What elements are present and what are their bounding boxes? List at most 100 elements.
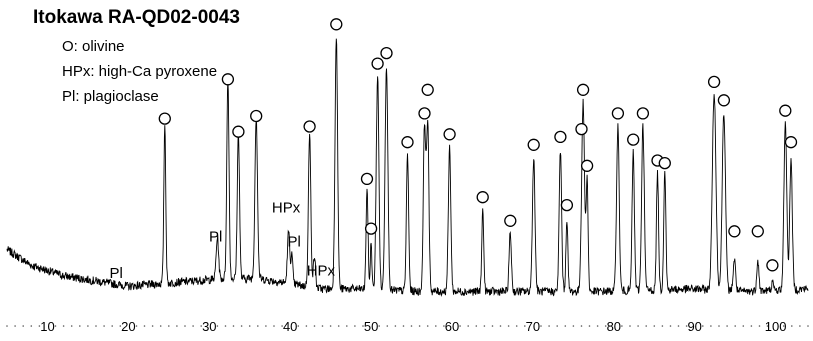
minor-tick — [337, 325, 340, 327]
x-tick-label: 30 — [202, 319, 216, 334]
olivine-peak-marker — [636, 107, 650, 120]
x-tick-label: 90 — [687, 319, 701, 334]
minor-tick — [184, 325, 186, 327]
minor-tick — [483, 325, 486, 327]
high-ca-pyroxene-peak-label: HPx — [272, 200, 301, 217]
minor-tick — [38, 325, 41, 327]
minor-tick — [758, 325, 761, 327]
minor-tick — [515, 325, 518, 327]
plagioclase-peak-label: Pl — [110, 265, 123, 282]
minor-tick — [507, 325, 510, 327]
olivine-peak-marker — [784, 136, 798, 149]
minor-tick — [750, 325, 753, 327]
minor-tick — [70, 325, 73, 327]
olivine-peak-marker — [527, 138, 540, 151]
minor-tick — [354, 325, 356, 327]
olivine-peak-marker — [360, 172, 374, 186]
minor-tick — [418, 325, 421, 327]
minor-tick — [556, 325, 558, 327]
minor-tick — [151, 325, 154, 327]
x-tick-label: 50 — [364, 319, 378, 334]
minor-tick — [645, 325, 647, 327]
minor-tick — [766, 325, 769, 327]
minor-tick — [111, 325, 113, 327]
minor-tick — [491, 325, 494, 327]
minor-tick — [799, 325, 801, 327]
olivine-peak-marker — [717, 94, 731, 107]
minor-tick — [224, 325, 227, 327]
minor-tick — [394, 325, 397, 327]
x-tick-label: 70 — [526, 319, 540, 334]
olivine-peak-marker — [576, 83, 590, 96]
minor-tick — [14, 325, 16, 327]
x-axis: 10 20 30 40 50 60 70 80 90 100 — [6, 319, 809, 334]
minor-tick — [402, 325, 405, 327]
minor-tick — [176, 325, 178, 327]
peak-annotations: Pl Pl HPx Pl HPx — [110, 18, 798, 282]
olivine-peak-marker — [728, 225, 741, 238]
minor-tick — [459, 325, 461, 327]
minor-tick — [410, 325, 413, 327]
olivine-peak-marker — [560, 198, 574, 212]
olivine-peak-marker — [401, 136, 414, 149]
high-ca-pyroxene-peak-label: HPx — [307, 263, 336, 280]
minor-tick — [87, 325, 89, 327]
minor-tick — [435, 325, 437, 327]
minor-tick — [580, 325, 583, 327]
olivine-peak-marker — [779, 104, 792, 117]
minor-tick — [596, 325, 599, 327]
olivine-peak-marker — [580, 159, 594, 172]
legend-entry-olivine: O: olivine — [62, 38, 125, 55]
minor-tick — [240, 325, 243, 327]
minor-tick — [62, 325, 65, 327]
olivine-peak-marker — [371, 57, 384, 70]
olivine-peak-marker — [421, 83, 434, 96]
x-tick-label: 40 — [283, 319, 297, 334]
minor-tick — [621, 325, 623, 327]
minor-tick — [30, 325, 33, 327]
olivine-peak-marker — [364, 222, 378, 235]
olivine-peak-marker — [476, 191, 489, 204]
olivine-peak-marker — [504, 214, 517, 227]
x-tick-label: 20 — [121, 319, 135, 334]
minor-tick — [168, 325, 170, 327]
minor-tick — [669, 325, 672, 327]
plagioclase-peak-label: Pl — [288, 234, 301, 251]
minor-tick — [6, 325, 8, 327]
olivine-peak-marker — [575, 122, 588, 136]
minor-tick — [499, 325, 502, 327]
minor-tick — [297, 325, 300, 327]
minor-tick — [232, 325, 235, 327]
minor-tick — [135, 325, 138, 327]
olivine-peak-marker — [158, 112, 171, 125]
minor-tick — [22, 325, 25, 327]
minor-tick — [386, 325, 389, 327]
olivine-peak-marker — [221, 73, 235, 86]
minor-tick — [677, 325, 680, 327]
minor-tick — [192, 325, 194, 327]
olivine-peak-marker — [250, 109, 263, 123]
minor-tick — [467, 325, 470, 327]
minor-tick — [329, 325, 332, 327]
minor-tick — [443, 325, 445, 327]
minor-tick — [159, 325, 162, 327]
minor-tick — [200, 325, 202, 327]
minor-tick — [95, 325, 97, 327]
diffraction-trace — [6, 38, 809, 297]
olivine-peak-marker — [751, 225, 764, 238]
olivine-peak-marker — [443, 128, 456, 141]
olivine-peak-marker — [232, 125, 245, 138]
minor-tick — [807, 325, 809, 327]
olivine-peak-marker — [658, 156, 671, 170]
minor-tick — [281, 325, 283, 327]
minor-tick — [782, 325, 785, 327]
minor-tick — [257, 325, 259, 327]
minor-tick — [564, 325, 567, 327]
x-tick-label: 80 — [607, 319, 621, 334]
minor-tick — [54, 325, 57, 327]
legend-entry-high-ca-pyroxene: HPx: high-Ca pyroxene — [62, 63, 217, 80]
minor-tick — [248, 325, 251, 327]
x-tick-label: 100 — [765, 319, 787, 334]
olivine-peak-marker — [303, 120, 316, 133]
